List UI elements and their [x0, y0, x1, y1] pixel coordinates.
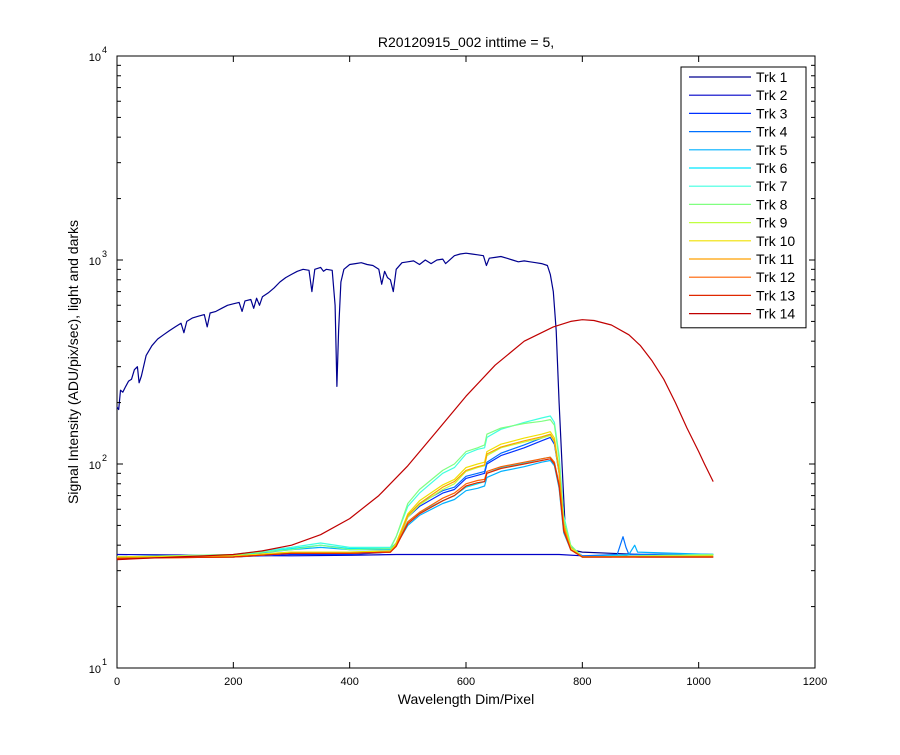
legend-label-trk-11: Trk 11: [756, 251, 794, 267]
x-tick-label: 200: [224, 676, 242, 688]
series-line-trk-8: [116, 419, 714, 558]
legend-label-trk-3: Trk 3: [756, 105, 788, 121]
legend-label-trk-4: Trk 4: [756, 124, 788, 140]
series-line-trk-13: [116, 458, 714, 559]
y-tick-exponent: 4: [102, 45, 107, 55]
legend-label-trk-6: Trk 6: [756, 160, 788, 176]
legend: Trk 1 Trk 2 Trk 3 Trk 4 Trk 5 Trk 6 Trk 7 Trk 8…: [680, 66, 807, 329]
series-line-trk-1: [116, 252, 714, 556]
legend-label-trk-10: Trk 10: [756, 233, 795, 249]
x-tick-label: 400: [340, 676, 358, 688]
legend-label-trk-5: Trk 5: [756, 142, 788, 158]
x-tick-label: 1000: [686, 676, 710, 688]
y-tick-label: 10: [89, 256, 101, 268]
legend-label-trk-13: Trk 13: [756, 287, 795, 303]
y-tick-exponent: 3: [102, 249, 107, 259]
legend-label-trk-1: Trk 1: [756, 69, 788, 85]
series-line-trk-14: [116, 319, 714, 561]
legend-label-trk-12: Trk 12: [756, 269, 795, 285]
legend-label-trk-14: Trk 14: [756, 306, 795, 322]
legend-box: [680, 66, 807, 329]
y-tick-label: 10: [89, 52, 101, 64]
legend-label-trk-9: Trk 9: [756, 215, 788, 231]
series-layer: [116, 252, 714, 561]
legend-label-trk-2: Trk 2: [756, 87, 788, 103]
legend-label-trk-7: Trk 7: [756, 178, 788, 194]
y-tick-label: 10: [89, 664, 101, 676]
x-tick-label: 600: [457, 676, 475, 688]
x-tick-label: 1200: [803, 676, 827, 688]
y-tick-exponent: 2: [102, 453, 107, 463]
x-tick-label: 0: [114, 676, 120, 688]
chart-title: R20120915_002 inttime = 5,: [378, 34, 554, 50]
y-tick-label: 10: [89, 460, 101, 472]
legend-label-trk-8: Trk 8: [756, 196, 788, 212]
y-axis-title: Signal Intensity (ADU/pix/sec), light an…: [65, 220, 81, 504]
x-axis-title: Wavelength Dim/Pixel: [398, 691, 534, 707]
y-tick-exponent: 1: [102, 657, 107, 667]
x-tick-label: 800: [573, 676, 591, 688]
